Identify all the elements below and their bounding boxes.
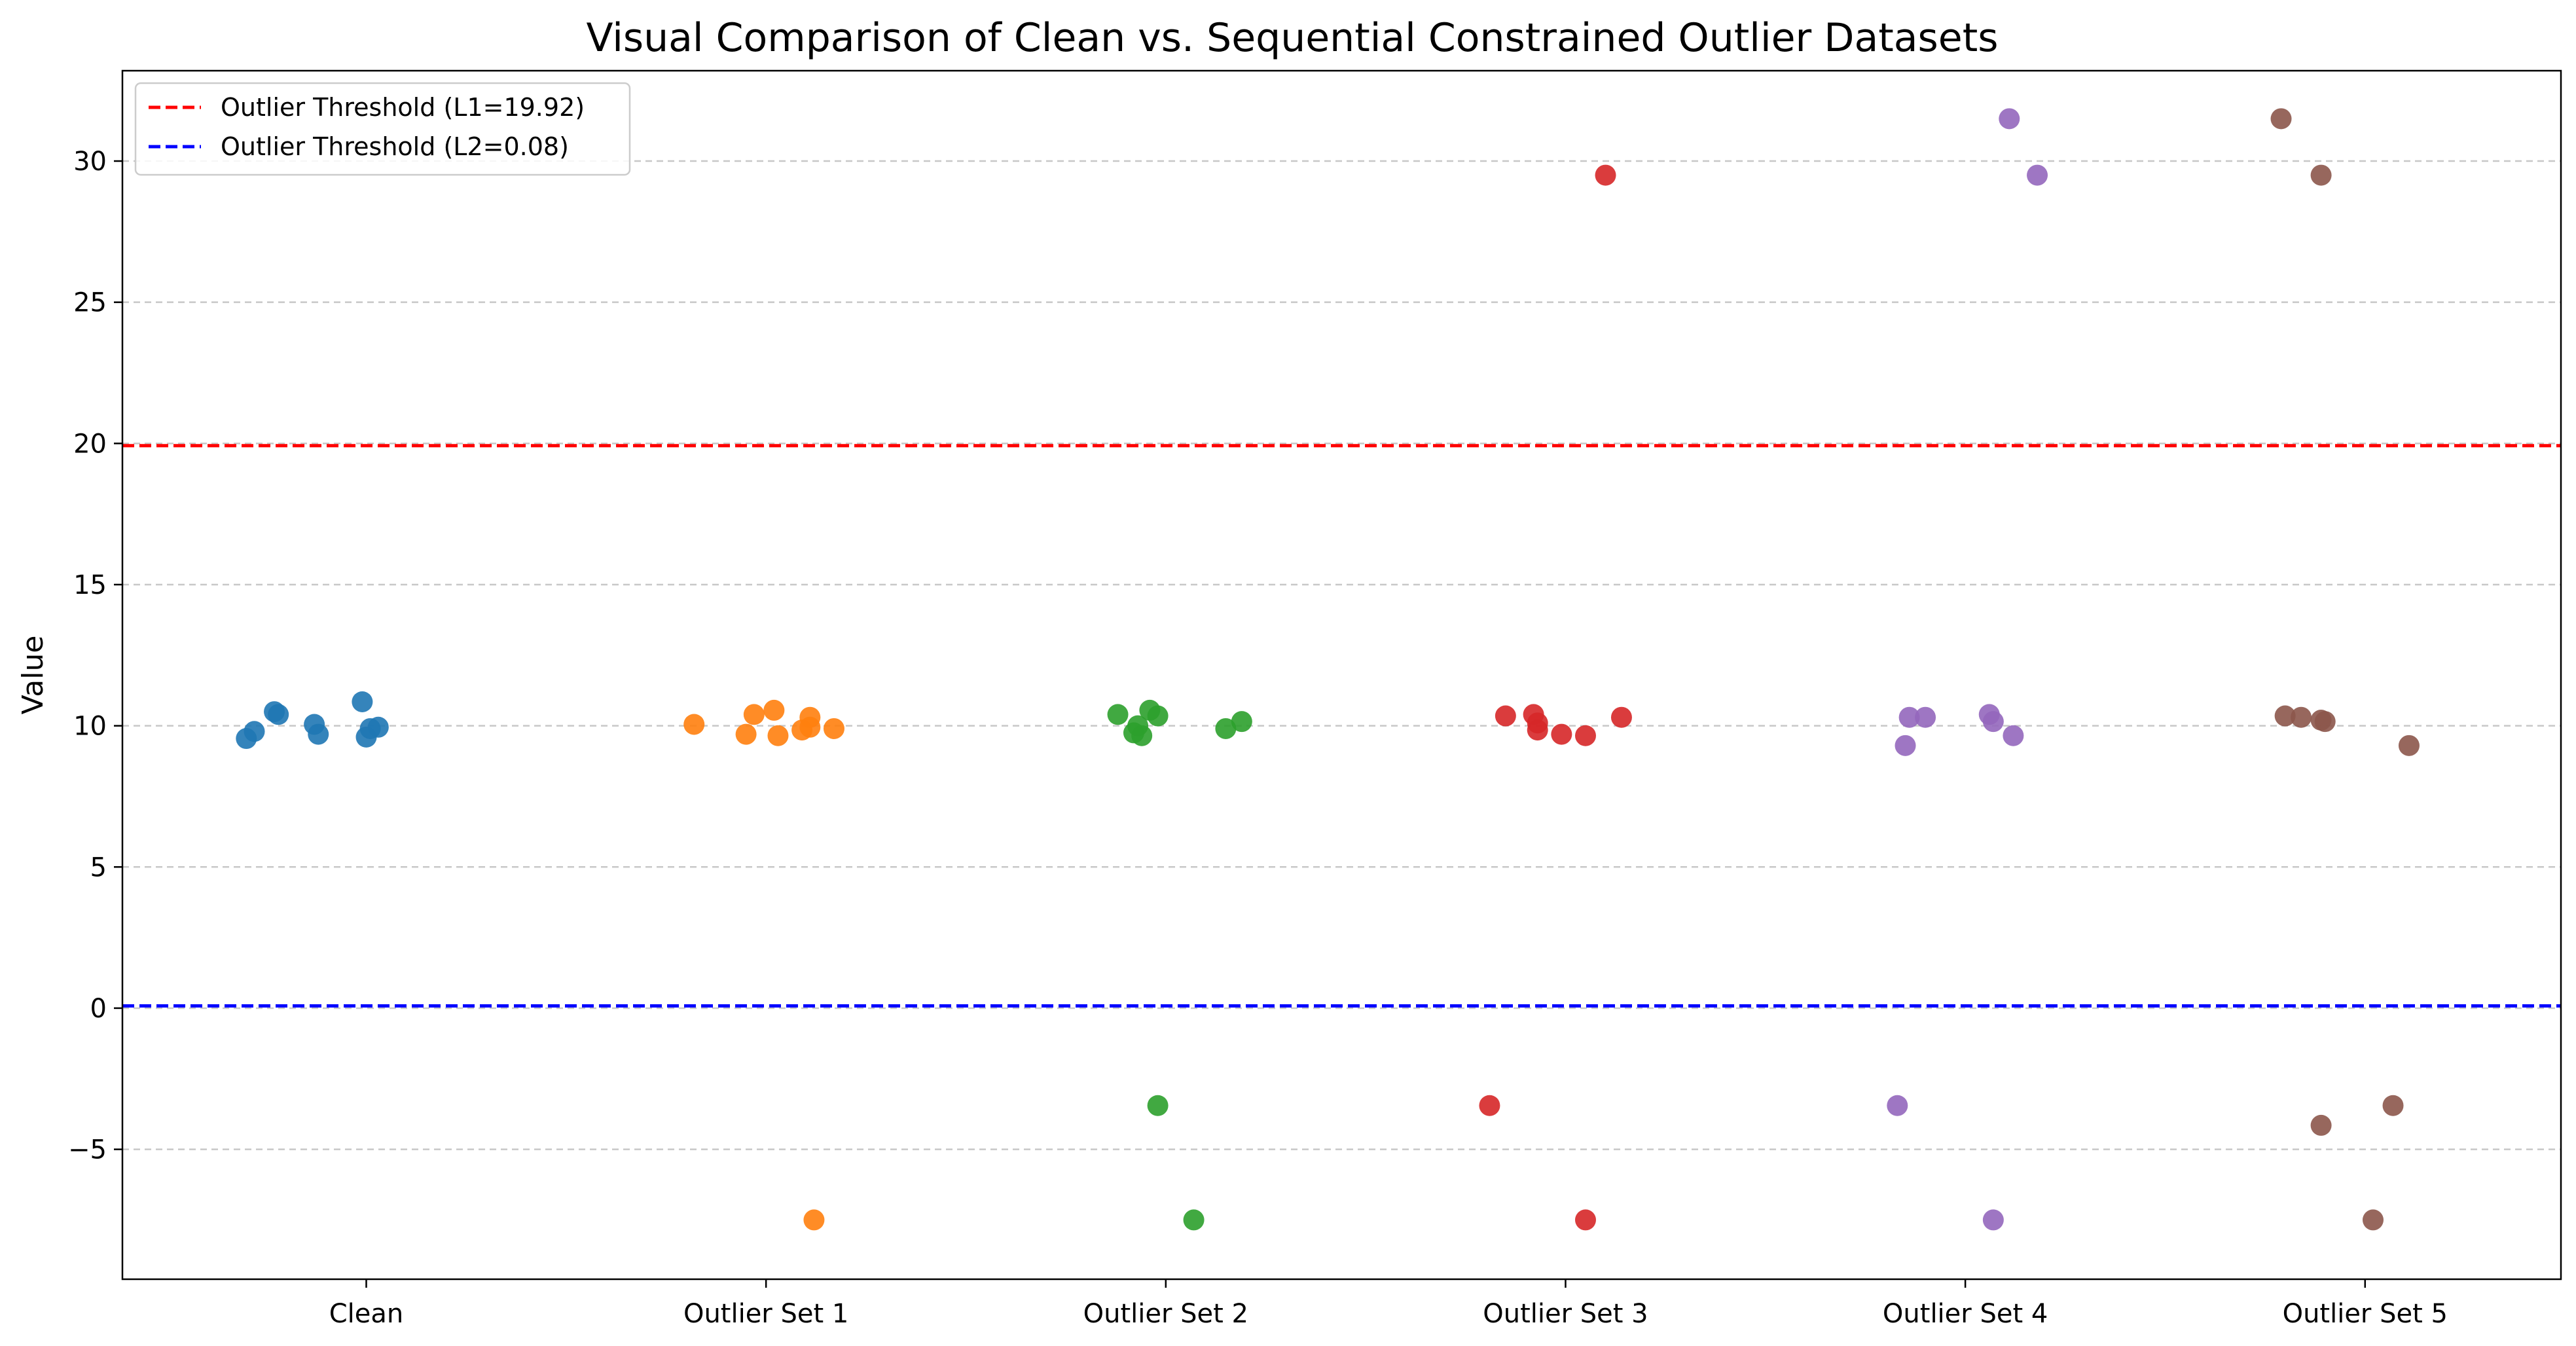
x-tick-label: Clean	[329, 1299, 404, 1329]
data-point	[763, 699, 785, 721]
data-point	[803, 1209, 825, 1231]
data-point	[2314, 711, 2336, 733]
plot-area-frame	[121, 69, 2562, 1281]
data-point	[1887, 1095, 1908, 1116]
data-point	[2003, 725, 2024, 746]
data-point	[1895, 735, 1916, 756]
data-point	[1147, 705, 1169, 727]
data-point	[2027, 164, 2048, 186]
data-point	[823, 718, 844, 739]
grid-lines	[122, 160, 2561, 1150]
data-point	[1527, 719, 1548, 741]
y-tick-label: 30	[73, 147, 107, 177]
data-point	[1147, 1095, 1169, 1116]
data-point	[799, 706, 821, 728]
legend-entry-label: Outlier Threshold (L1=19.92)	[221, 93, 585, 122]
data-point	[1999, 108, 2020, 130]
y-tick-label: 10	[73, 712, 107, 742]
data-point	[2291, 706, 2312, 728]
data-point	[2382, 1095, 2404, 1116]
x-axis-ticks: Clean Outlier Set 1 Outlier Set 2 Outlier S…	[329, 1279, 2448, 1329]
data-point	[1183, 1209, 1205, 1231]
data-point	[1231, 711, 1252, 733]
x-tick-label: Outlier Set 3	[1483, 1299, 1648, 1329]
data-point	[1595, 164, 1616, 186]
data-point	[352, 691, 373, 712]
data-point	[1915, 706, 1936, 728]
x-tick-label: Outlier Set 5	[2283, 1299, 2448, 1329]
chart-title: Visual Comparison of Clean vs. Sequentia…	[586, 15, 1998, 61]
data-point	[735, 723, 757, 745]
data-point	[2310, 164, 2332, 186]
data-point	[1215, 718, 1237, 739]
data-point	[268, 704, 289, 725]
y-tick-label: 0	[90, 994, 107, 1024]
data-point	[1131, 725, 1153, 746]
data-point	[2398, 735, 2420, 756]
y-tick-label: 20	[73, 429, 107, 459]
data-point	[2274, 705, 2296, 727]
data-point	[743, 704, 765, 725]
x-tick-label: Outlier Set 1	[683, 1299, 848, 1329]
data-point	[1495, 705, 1516, 727]
legend-box	[134, 82, 631, 176]
data-point	[2362, 1209, 2384, 1231]
data-point	[1982, 1209, 2004, 1231]
legend-entry-label: Outlier Threshold (L2=0.08)	[221, 132, 569, 161]
data-point	[1479, 1095, 1500, 1116]
data-point	[683, 714, 705, 735]
data-point	[1982, 711, 2004, 733]
y-axis-label: Value	[16, 636, 50, 715]
y-tick-label: 5	[90, 852, 107, 882]
data-point	[1575, 725, 1596, 746]
legend: Outlier Threshold (L1=19.92) Outlier Thre…	[134, 82, 631, 176]
data-point	[244, 721, 265, 742]
data-point	[1107, 704, 1129, 725]
data-point	[1898, 706, 1920, 728]
data-point	[308, 723, 329, 745]
x-tick-label: Outlier Set 4	[1883, 1299, 2048, 1329]
data-point	[1551, 723, 1572, 745]
y-tick-label: 15	[73, 570, 107, 600]
data-point	[1575, 1209, 1596, 1231]
y-axis-ticks: −5 0 5 10 15 20 25 30	[68, 147, 122, 1165]
data-points	[236, 108, 2420, 1231]
data-point	[1610, 706, 1632, 728]
data-point	[2270, 108, 2292, 130]
y-tick-label: 25	[73, 288, 107, 318]
threshold-lines	[122, 444, 2561, 1008]
y-tick-label: −5	[68, 1135, 107, 1165]
x-tick-label: Outlier Set 2	[1083, 1299, 1248, 1329]
data-point	[367, 716, 389, 738]
data-point	[2310, 1114, 2332, 1136]
data-point	[767, 725, 789, 746]
